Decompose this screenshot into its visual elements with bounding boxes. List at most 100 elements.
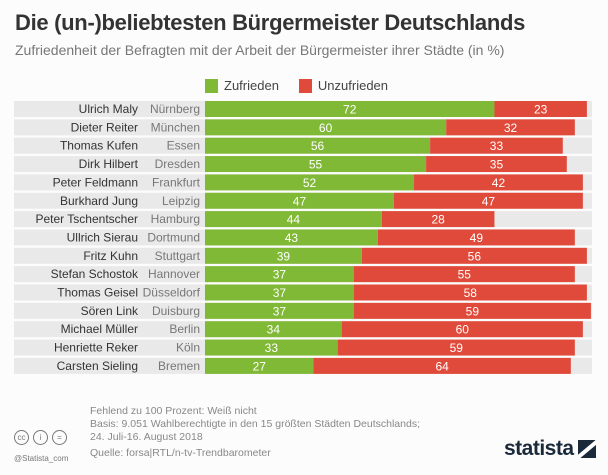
bar-zufrieden [205, 119, 447, 136]
bar-unzufrieden [446, 119, 575, 136]
mayor-label: Thomas Geisel [57, 286, 138, 300]
city-label: Duisburg [152, 304, 200, 318]
data-label: 27 [253, 359, 267, 373]
statista-logo: statista [504, 437, 596, 461]
data-label: 60 [319, 121, 333, 135]
data-label: 55 [458, 268, 472, 282]
city-label: Stuttgart [155, 249, 201, 263]
data-label: 55 [309, 158, 323, 172]
city-label: Bremen [158, 359, 200, 373]
data-label: 56 [311, 139, 325, 153]
bar-zufrieden [205, 101, 495, 117]
bar-zufrieden [205, 192, 394, 209]
data-label: 44 [287, 213, 301, 227]
bar-zufrieden [205, 211, 382, 228]
data-label: 47 [482, 194, 496, 208]
logo-text: statista [504, 437, 574, 460]
data-label: 59 [466, 304, 480, 318]
mayor-label: Carsten Sieling [57, 359, 138, 373]
mayor-label: Fritz Kuhn [83, 249, 138, 263]
mayor-label: Dieter Reiter [71, 120, 138, 134]
bar-unzufrieden [361, 247, 587, 264]
data-label: 52 [303, 176, 317, 190]
data-label: 33 [490, 139, 504, 153]
mayor-label: Ulrich Maly [79, 102, 138, 116]
data-label: 34 [267, 323, 281, 337]
data-label: 37 [273, 268, 287, 282]
city-label: Dortmund [147, 230, 200, 244]
chart-title: Die (un-)beliebtesten Bürgermeister Deut… [15, 10, 526, 35]
data-label: 47 [293, 194, 307, 208]
bar-zufrieden [205, 357, 314, 374]
bar-unzufrieden [414, 174, 583, 191]
bar-zufrieden [205, 137, 431, 154]
data-label: 58 [464, 286, 478, 300]
city-label: Hannover [148, 267, 200, 281]
bar-zufrieden [205, 247, 362, 264]
license-icons: cc i = [14, 430, 67, 445]
mayor-label: Dirk Hilbert [79, 157, 139, 171]
data-label: 56 [468, 249, 482, 263]
bar-unzufrieden [353, 302, 591, 319]
data-label: 39 [277, 249, 291, 263]
legend-swatch-green [205, 78, 218, 93]
data-label: 49 [470, 231, 484, 245]
bar-unzufrieden [337, 339, 575, 356]
bar-zufrieden [205, 229, 378, 246]
footer-notes: Fehlend zu 100 Prozent: Weiß nicht Basis… [90, 405, 420, 460]
city-label: Berlin [169, 322, 200, 336]
data-label: 23 [534, 103, 548, 117]
city-label: Düsseldorf [143, 286, 201, 300]
bar-unzufrieden [426, 156, 567, 173]
bar-unzufrieden [381, 211, 495, 228]
statista-logo-icon [577, 440, 596, 458]
bar-unzufrieden [353, 266, 575, 283]
city-label: Leipzig [162, 194, 200, 208]
data-label: 35 [490, 158, 504, 172]
mayor-label: Thomas Kufen [60, 139, 138, 153]
footnote-source: Quelle: forsa|RTL/n-tv-Trendbarometer [90, 447, 271, 459]
bar-zufrieden [205, 174, 415, 191]
mayor-label: Ullrich Sierau [67, 230, 138, 244]
footnote-missing: Fehlend zu 100 Prozent: Weiß nicht [90, 405, 257, 417]
data-label: 60 [456, 323, 470, 337]
mayor-label: Henriette Reker [54, 341, 138, 355]
legend-item-unzufrieden: Unzufrieden [298, 78, 388, 93]
footnote-date: 24. Juli-16. August 2018 [90, 431, 203, 443]
bar-unzufrieden [494, 101, 587, 117]
data-label: 59 [450, 341, 464, 355]
bar-zufrieden [205, 266, 354, 283]
bar-zufrieden [205, 302, 354, 319]
bar-zufrieden [205, 339, 338, 356]
city-label: Nürnberg [150, 102, 200, 116]
data-label: 28 [431, 213, 445, 227]
legend-item-zufrieden: Zufrieden [205, 78, 279, 93]
mayor-label: Burkhard Jung [60, 194, 138, 208]
statista-handle: @Statista_com [14, 454, 69, 463]
footnote-basis: Basis: 9.051 Wahlberechtigte in den 15 g… [90, 418, 420, 430]
data-label: 72 [343, 103, 357, 117]
bar-unzufrieden [313, 357, 571, 374]
data-label: 32 [504, 121, 518, 135]
chart-subtitle: Zufriedenheit der Befragten mit der Arbe… [15, 42, 505, 58]
bar-unzufrieden [430, 137, 563, 154]
mayor-label: Sören Link [81, 304, 139, 318]
legend: Zufrieden Unzufrieden [205, 78, 388, 93]
bar-unzufrieden [377, 229, 575, 246]
no-derivatives-icon: = [52, 430, 67, 445]
bar-zufrieden [205, 156, 427, 173]
city-label: Dresden [155, 157, 200, 171]
data-label: 37 [273, 286, 287, 300]
mayor-label: Peter Tschentscher [36, 212, 139, 226]
bar-unzufrieden [353, 284, 587, 301]
bar-unzufrieden [341, 321, 583, 338]
legend-swatch-red [298, 78, 312, 93]
data-label: 33 [265, 341, 279, 355]
mayor-label: Michael Müller [61, 322, 138, 336]
data-label: 37 [273, 304, 287, 318]
city-label: Essen [167, 139, 200, 153]
bar-zufrieden [205, 321, 342, 338]
city-label: München [151, 120, 200, 134]
